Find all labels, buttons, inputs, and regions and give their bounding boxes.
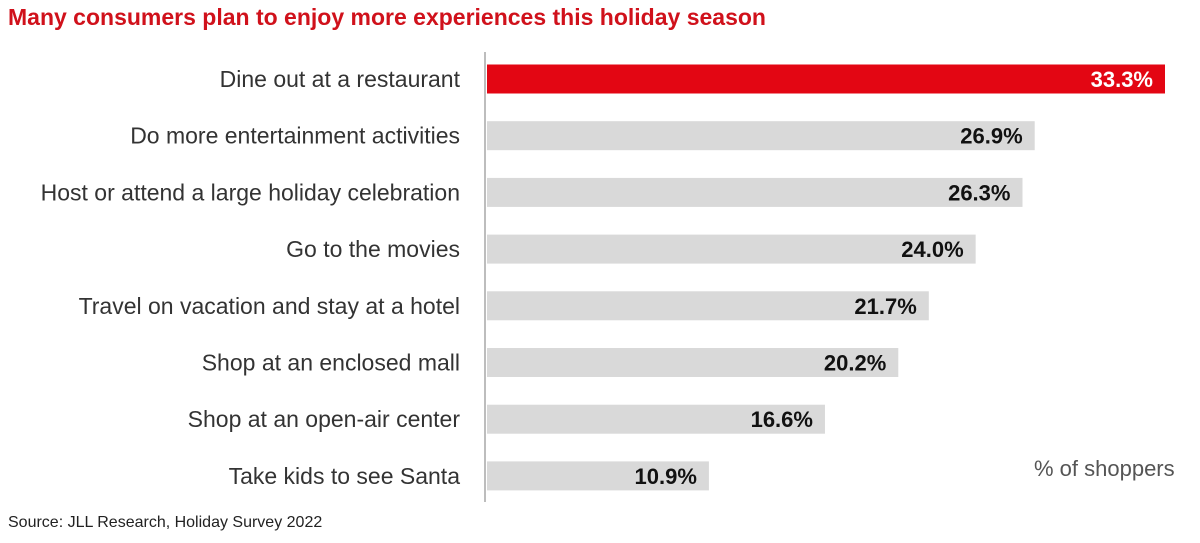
bar-6 bbox=[487, 404, 825, 434]
category-label-3: Go to the movies bbox=[286, 236, 460, 262]
bar-2 bbox=[487, 177, 1023, 207]
value-label-3: 24.0% bbox=[901, 237, 963, 262]
value-label-6: 16.6% bbox=[751, 407, 813, 432]
category-label-4: Travel on vacation and stay at a hotel bbox=[79, 293, 460, 319]
category-label-7: Take kids to see Santa bbox=[229, 463, 461, 489]
bar-7 bbox=[487, 461, 709, 491]
bar-0 bbox=[487, 64, 1165, 94]
bar-5 bbox=[487, 348, 899, 377]
chart-title: Many consumers plan to enjoy more experi… bbox=[8, 4, 766, 30]
category-label-6: Shop at an open-air center bbox=[188, 406, 461, 432]
value-label-7: 10.9% bbox=[635, 464, 697, 489]
value-label-0: 33.3% bbox=[1091, 67, 1153, 92]
unit-note: % of shoppers bbox=[1034, 456, 1175, 481]
source-note: Source: JLL Research, Holiday Survey 202… bbox=[8, 514, 323, 531]
value-label-5: 20.2% bbox=[824, 351, 886, 376]
value-label-2: 26.3% bbox=[948, 180, 1010, 205]
category-label-5: Shop at an enclosed mall bbox=[202, 350, 460, 376]
category-label-1: Do more entertainment activities bbox=[130, 123, 460, 149]
bar-4 bbox=[487, 291, 929, 321]
value-label-1: 26.9% bbox=[960, 124, 1022, 149]
category-label-2: Host or attend a large holiday celebrati… bbox=[41, 179, 460, 205]
value-label-4: 21.7% bbox=[854, 294, 916, 319]
category-label-0: Dine out at a restaurant bbox=[220, 66, 461, 92]
bar-1 bbox=[487, 121, 1035, 151]
bar-3 bbox=[487, 234, 976, 264]
